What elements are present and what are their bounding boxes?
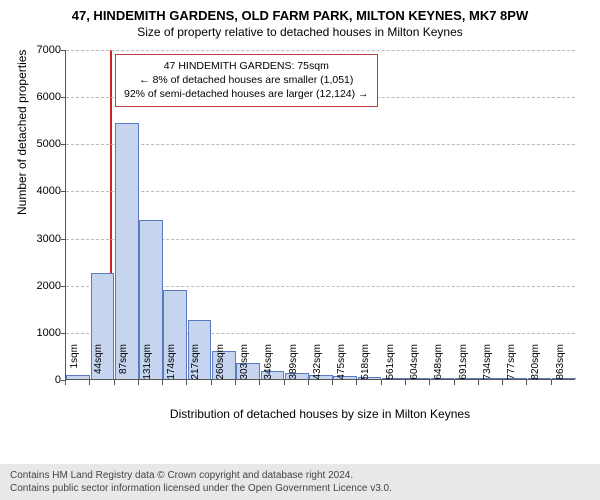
x-tick-label: 777sqm bbox=[506, 344, 517, 384]
x-tick-mark bbox=[454, 380, 455, 385]
y-tick-label: 3000 bbox=[21, 233, 61, 245]
x-tick-mark bbox=[211, 380, 212, 385]
x-tick-label: 820sqm bbox=[530, 344, 541, 384]
x-tick-mark bbox=[65, 380, 66, 385]
annotation-box: 47 HINDEMITH GARDENS: 75sqm ← 8% of deta… bbox=[115, 54, 378, 107]
chart-subtitle: Size of property relative to detached ho… bbox=[0, 23, 600, 39]
y-tick-label: 7000 bbox=[21, 44, 61, 56]
x-tick-mark bbox=[162, 380, 163, 385]
x-tick-label: 87sqm bbox=[118, 344, 129, 384]
x-tick-mark bbox=[429, 380, 430, 385]
x-tick-label: 475sqm bbox=[336, 344, 347, 384]
x-axis-label: Distribution of detached houses by size … bbox=[65, 407, 575, 421]
x-tick-label: 734sqm bbox=[482, 344, 493, 384]
x-tick-mark bbox=[405, 380, 406, 385]
x-tick-mark bbox=[478, 380, 479, 385]
x-tick-mark bbox=[259, 380, 260, 385]
x-tick-mark bbox=[381, 380, 382, 385]
x-tick-mark bbox=[308, 380, 309, 385]
annotation-line2: ← 8% of detached houses are smaller (1,0… bbox=[124, 73, 369, 87]
y-tick-label: 6000 bbox=[21, 91, 61, 103]
x-tick-label: 518sqm bbox=[360, 344, 371, 384]
x-tick-label: 561sqm bbox=[385, 344, 396, 384]
x-tick-mark bbox=[332, 380, 333, 385]
annotation-line3: 92% of semi-detached houses are larger (… bbox=[124, 87, 369, 101]
y-tick-mark bbox=[61, 286, 66, 287]
x-tick-label: 1sqm bbox=[69, 344, 80, 384]
attribution-footer: Contains HM Land Registry data © Crown c… bbox=[0, 464, 600, 500]
y-tick-label: 4000 bbox=[21, 185, 61, 197]
x-tick-mark bbox=[284, 380, 285, 385]
x-tick-label: 44sqm bbox=[93, 344, 104, 384]
x-tick-mark bbox=[502, 380, 503, 385]
x-tick-label: 303sqm bbox=[239, 344, 250, 384]
histogram-bar bbox=[115, 123, 139, 379]
x-tick-mark bbox=[526, 380, 527, 385]
y-tick-mark bbox=[61, 239, 66, 240]
y-tick-mark bbox=[61, 50, 66, 51]
attribution-line1: Contains HM Land Registry data © Crown c… bbox=[10, 469, 590, 482]
grid-line bbox=[66, 144, 575, 145]
y-tick-label: 0 bbox=[21, 374, 61, 386]
x-tick-label: 174sqm bbox=[166, 344, 177, 384]
y-tick-label: 5000 bbox=[21, 138, 61, 150]
attribution-line2: Contains public sector information licen… bbox=[10, 482, 590, 495]
x-tick-label: 432sqm bbox=[312, 344, 323, 384]
y-tick-mark bbox=[61, 144, 66, 145]
x-tick-mark bbox=[89, 380, 90, 385]
chart-area: Number of detached properties 47 HINDEMI… bbox=[65, 50, 575, 420]
x-tick-mark bbox=[356, 380, 357, 385]
grid-line bbox=[66, 50, 575, 51]
x-tick-label: 131sqm bbox=[142, 344, 153, 384]
x-tick-mark bbox=[138, 380, 139, 385]
x-tick-label: 648sqm bbox=[433, 344, 444, 384]
y-tick-mark bbox=[61, 191, 66, 192]
x-tick-label: 217sqm bbox=[190, 344, 201, 384]
grid-line bbox=[66, 191, 575, 192]
x-tick-label: 346sqm bbox=[263, 344, 274, 384]
x-tick-label: 260sqm bbox=[215, 344, 226, 384]
y-tick-mark bbox=[61, 97, 66, 98]
y-tick-label: 2000 bbox=[21, 280, 61, 292]
x-tick-mark bbox=[235, 380, 236, 385]
chart-title: 47, HINDEMITH GARDENS, OLD FARM PARK, MI… bbox=[0, 0, 600, 23]
x-tick-label: 389sqm bbox=[288, 344, 299, 384]
x-tick-label: 604sqm bbox=[409, 344, 420, 384]
y-tick-mark bbox=[61, 333, 66, 334]
x-tick-mark bbox=[114, 380, 115, 385]
x-tick-mark bbox=[551, 380, 552, 385]
x-tick-mark bbox=[186, 380, 187, 385]
x-tick-label: 863sqm bbox=[555, 344, 566, 384]
y-tick-label: 1000 bbox=[21, 327, 61, 339]
x-tick-label: 691sqm bbox=[458, 344, 469, 384]
annotation-line1: 47 HINDEMITH GARDENS: 75sqm bbox=[124, 59, 369, 73]
